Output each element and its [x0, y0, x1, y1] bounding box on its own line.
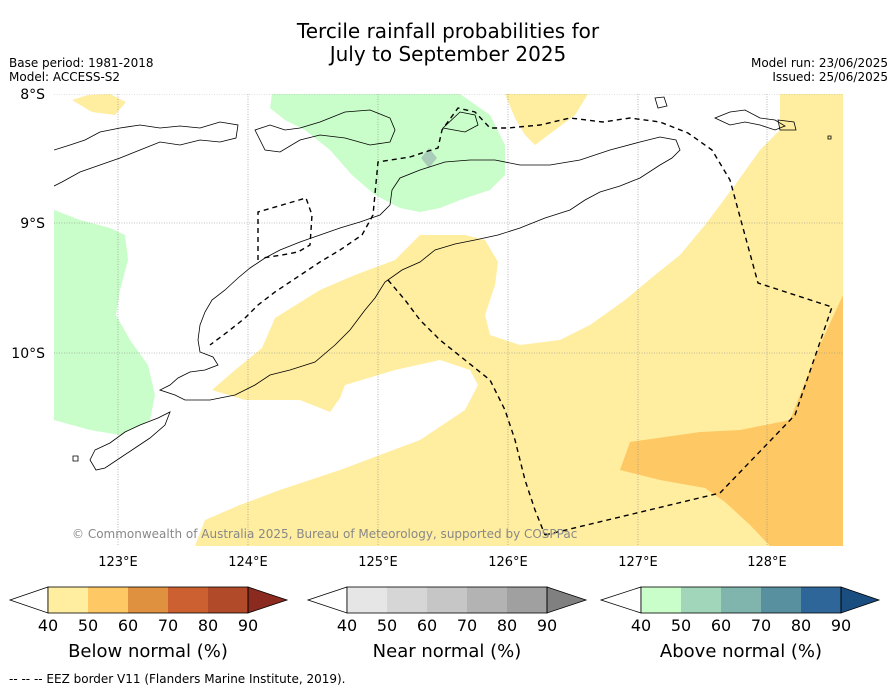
colorbar-2: 40 50 60 70 80 90 Near normal (%) [306, 586, 588, 662]
meta-right: Model run: 23/06/2025 Issued: 25/06/2025 [751, 56, 888, 84]
near-normal-diamond-patch [421, 148, 437, 168]
lon-label-123e: 123°E [98, 555, 138, 570]
colorbar-title: Near normal (%) [373, 641, 522, 662]
wetar-coastline [442, 111, 479, 133]
colorbar-outline [640, 586, 842, 614]
colorbar-segment [641, 587, 681, 613]
map-plot-area: © Commonwealth of Australia 2025, Bureau… [54, 94, 843, 546]
base-period: Base period: 1981-2018 [9, 56, 154, 70]
model-name: Model: ACCESS-S2 [9, 70, 121, 84]
colorbar-segment [721, 587, 761, 613]
colorbar-tick-label: 60 [417, 616, 437, 635]
colorbar-max-extension [546, 586, 588, 614]
title-line-1: Tercile rainfall probabilities for [296, 19, 600, 43]
colorbar-tick-label: 70 [158, 616, 178, 635]
colorbar-segment [467, 587, 507, 613]
rote-island-coastline [89, 411, 171, 471]
eez-border [209, 107, 833, 536]
colorbar-title: Above normal (%) [660, 641, 822, 662]
east-islet-coastline [777, 119, 797, 131]
colorbar-segment [681, 587, 721, 613]
colorbar-tick-label: 50 [377, 616, 397, 635]
alor-coastline [254, 109, 396, 153]
lon-label-125e: 125°E [358, 555, 398, 570]
model-run: Model run: 23/06/2025 [750, 56, 888, 70]
meta-left: Base period: 1981-2018 Model: ACCESS-S2 [9, 56, 154, 84]
colorbar-segment [801, 587, 841, 613]
small-islet-coastline [72, 455, 79, 462]
lon-label-128e: 128°E [747, 555, 787, 570]
timor-coastline [158, 136, 681, 401]
colorbar-outline [346, 586, 548, 614]
colorbar-segment [128, 587, 168, 613]
below-normal-60-region [620, 295, 843, 546]
islet-north-coastline [654, 96, 668, 109]
small-islet-2-coastline [827, 135, 832, 140]
colorbar-tick-label: 80 [791, 616, 811, 635]
below-normal-50-region [195, 94, 843, 546]
colorbar-segment [88, 587, 128, 613]
lat-label-9s: 9°S [20, 216, 45, 232]
colorbar-tick-label: 90 [537, 616, 557, 635]
eez-border-west-enclave [257, 197, 313, 260]
copyright-notice: © Commonwealth of Australia 2025, Bureau… [72, 527, 577, 541]
issued-date: Issued: 25/06/2025 [772, 70, 888, 84]
colorbar-tick-label: 40 [631, 616, 651, 635]
colorbar-segment [387, 587, 427, 613]
colorbar-segment [761, 587, 801, 613]
lat-label-8s: 8°S [20, 87, 45, 103]
colorbar-segment [168, 587, 208, 613]
east-islands-coastline [713, 109, 786, 131]
flores-coastline [54, 121, 239, 187]
colorbar-max-extension [840, 586, 881, 614]
below-normal-50-small-patch [72, 94, 126, 115]
colorbar-segment [347, 587, 387, 613]
colorbar-tick-label: 40 [337, 616, 357, 635]
colorbar-tick-label: 50 [78, 616, 98, 635]
colorbar-3: 40 50 60 70 80 90 Above normal (%) [599, 586, 881, 662]
colorbar-segment [48, 587, 88, 613]
colorbar-tick-label: 40 [38, 616, 58, 635]
colorbar-tick-label: 90 [831, 616, 851, 635]
colorbar-tick-label: 60 [711, 616, 731, 635]
title-line-2: July to September 2025 [329, 42, 567, 66]
colorbar-min-extension [306, 586, 348, 614]
axis-labels: 8°S 9°S 10°S 123°E 124°E 125°E 126°E 127… [11, 87, 786, 570]
lon-label-124e: 124°E [228, 555, 268, 570]
colorbar-tick-label: 80 [497, 616, 517, 635]
colorbar-min-extension [8, 586, 49, 614]
chart-title: Tercile rainfall probabilities for July … [0, 20, 896, 66]
colorbar-segment [427, 587, 467, 613]
colorbar-group: 40 50 60 70 80 90 Below normal (%) 40 50 60 70 80 90… [8, 586, 881, 662]
colorbar-tick-label: 70 [751, 616, 771, 635]
colorbar-segment [507, 587, 547, 613]
colorbar-1: 40 50 60 70 80 90 Below normal (%) [8, 586, 289, 662]
colorbar-tick-label: 90 [238, 616, 258, 635]
lat-label-10s: 10°S [11, 346, 45, 362]
colorbar-title: Below normal (%) [68, 641, 228, 662]
colorbar-segment [208, 587, 248, 613]
lon-label-127e: 127°E [618, 555, 658, 570]
colorbar-tick-label: 60 [118, 616, 138, 635]
colorbar-tick-label: 80 [198, 616, 218, 635]
colorbar-outline [47, 586, 249, 614]
above-normal-50-west-region [54, 210, 155, 435]
eez-footer-note: -- -- -- EEZ border V11 (Flanders Marine… [9, 672, 346, 686]
below-normal-50-top-patch [505, 94, 588, 145]
gridlines [54, 94, 843, 546]
colorbar-max-extension [247, 586, 289, 614]
eez-border-main [209, 107, 833, 536]
colorbar-tick-label: 70 [457, 616, 477, 635]
lon-label-126e: 126°E [488, 555, 528, 570]
colorbar-min-extension [599, 586, 642, 614]
colorbar-tick-label: 50 [671, 616, 691, 635]
coastlines [54, 96, 832, 471]
